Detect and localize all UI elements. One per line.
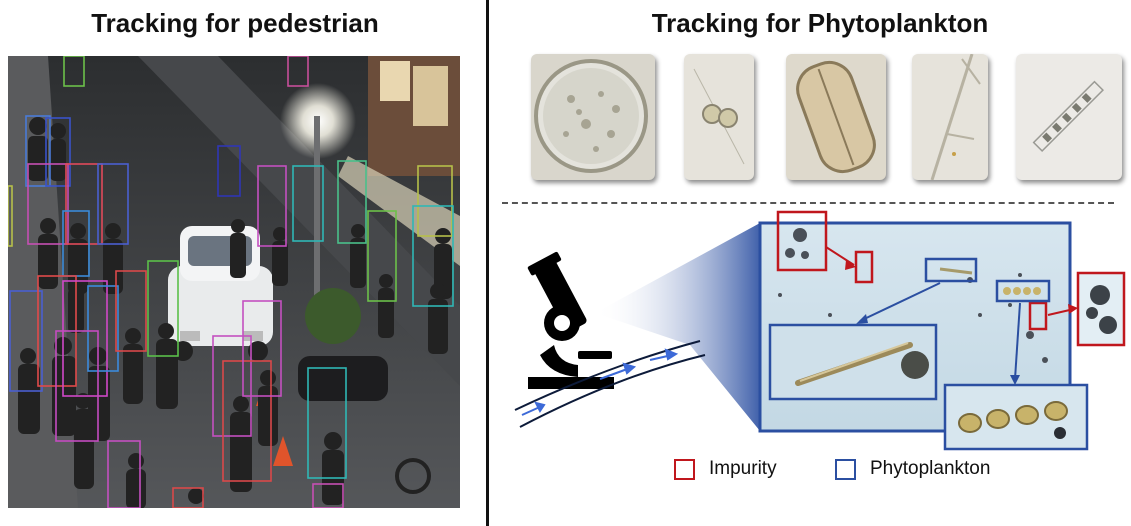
- phytoplankton-sample-1: [531, 54, 655, 180]
- impurity-swatch: [674, 458, 695, 480]
- legend-impurity-label: Impurity: [709, 458, 777, 479]
- section-separator: [502, 202, 1114, 204]
- pedestrian-panel-title: Tracking for pedestrian: [91, 8, 379, 38]
- phytoplankton-panel-title: Tracking for Phytoplankton: [651, 8, 989, 38]
- microscope-flow-diagram: [514, 210, 1126, 451]
- phytoplankton-sample-2: [684, 54, 754, 180]
- panel-divider: [486, 0, 489, 526]
- phytoplankton-swatch: [835, 458, 856, 480]
- legend-impurity: Impurity: [674, 458, 777, 480]
- phytoplankton-sample-5: [1016, 54, 1122, 180]
- microscope-icon: [527, 251, 614, 389]
- phytoplankton-sample-4: [912, 54, 988, 180]
- pedestrian-tracking-image: [8, 56, 460, 508]
- legend-phytoplankton-label: Phytoplankton: [870, 458, 991, 479]
- phytoplankton-sample-3: [786, 54, 886, 180]
- flow-channel-icon: [514, 340, 706, 428]
- legend-phytoplankton: Phytoplankton: [835, 458, 990, 480]
